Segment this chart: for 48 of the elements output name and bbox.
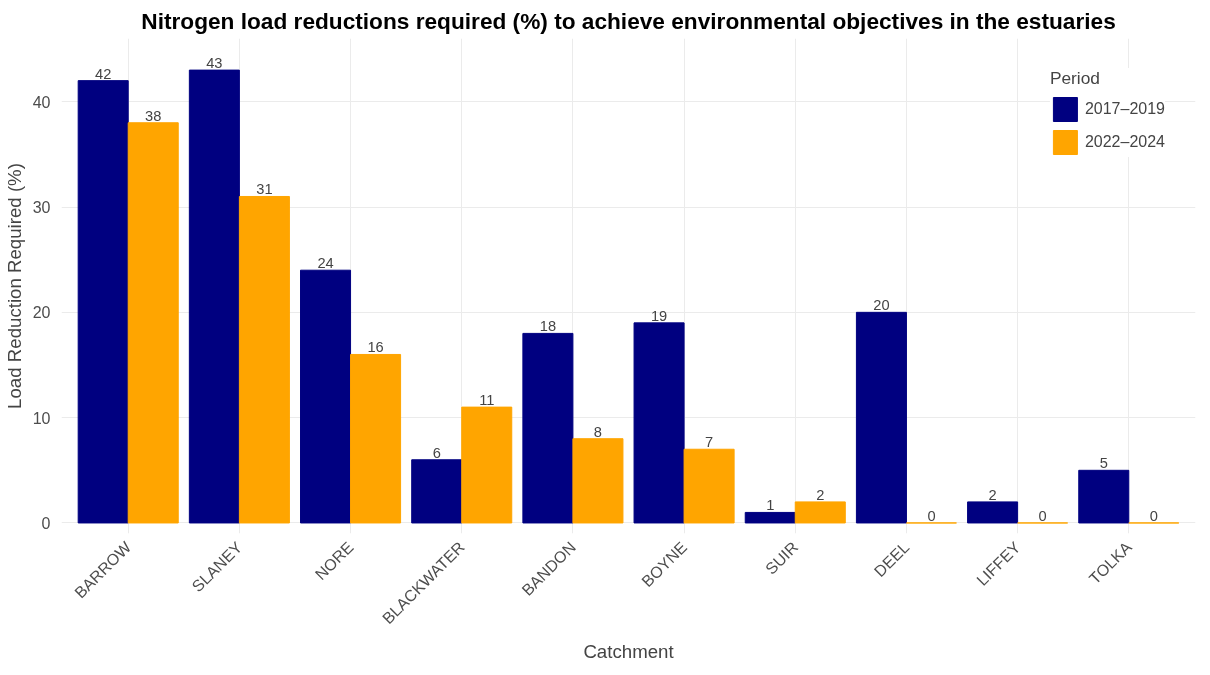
bar: [350, 353, 402, 524]
y-tick-label: 40: [32, 93, 51, 111]
y-axis-title: Load Reduction Required (%): [3, 163, 25, 409]
bar: [633, 322, 685, 524]
bar: [188, 69, 240, 524]
data-label: 6: [432, 444, 441, 461]
bar: [1078, 469, 1130, 524]
y-tick-label: 10: [32, 409, 51, 427]
data-label: 20: [873, 297, 890, 314]
data-label: 5: [1099, 455, 1108, 472]
bar: [127, 122, 179, 524]
data-label: 7: [705, 434, 714, 451]
data-label: 38: [145, 107, 162, 124]
bar: [967, 501, 1019, 524]
data-label: 43: [206, 55, 223, 72]
data-label: 2: [816, 486, 825, 503]
legend-label: 2022–2024: [1084, 133, 1165, 151]
data-label: 2: [988, 486, 997, 503]
chart-title: Nitrogen load reductions required (%) to achieve environmental objectives in the estuaries: [141, 7, 1116, 34]
data-label: 18: [539, 318, 557, 335]
data-label: 0: [1038, 507, 1047, 524]
bar: [794, 501, 846, 524]
data-label: 42: [95, 65, 112, 82]
bar: [77, 80, 129, 524]
bar: [238, 195, 290, 524]
data-label: 0: [927, 507, 936, 524]
data-label: 24: [317, 255, 334, 272]
bar: [744, 511, 796, 524]
y-tick-label: 20: [32, 304, 51, 322]
data-label: 16: [367, 339, 384, 356]
legend-label: 2017–2019: [1084, 100, 1165, 118]
data-label: 31: [256, 181, 273, 198]
data-label: 1: [766, 497, 775, 514]
bar: [411, 459, 463, 524]
data-label: 11: [479, 392, 495, 409]
bar: [300, 269, 352, 524]
bar: [683, 448, 735, 524]
x-axis-title: Catchment: [583, 641, 675, 663]
data-label: 0: [1149, 507, 1158, 524]
data-label: 8: [593, 423, 603, 440]
bar: [572, 438, 624, 524]
bar: [522, 332, 574, 524]
y-tick-label: 0: [41, 514, 51, 532]
bar: [461, 406, 513, 524]
data-label: 19: [650, 307, 668, 324]
legend-title: Period: [1049, 68, 1101, 89]
bar: [855, 311, 907, 524]
y-tick-label: 30: [32, 199, 51, 217]
